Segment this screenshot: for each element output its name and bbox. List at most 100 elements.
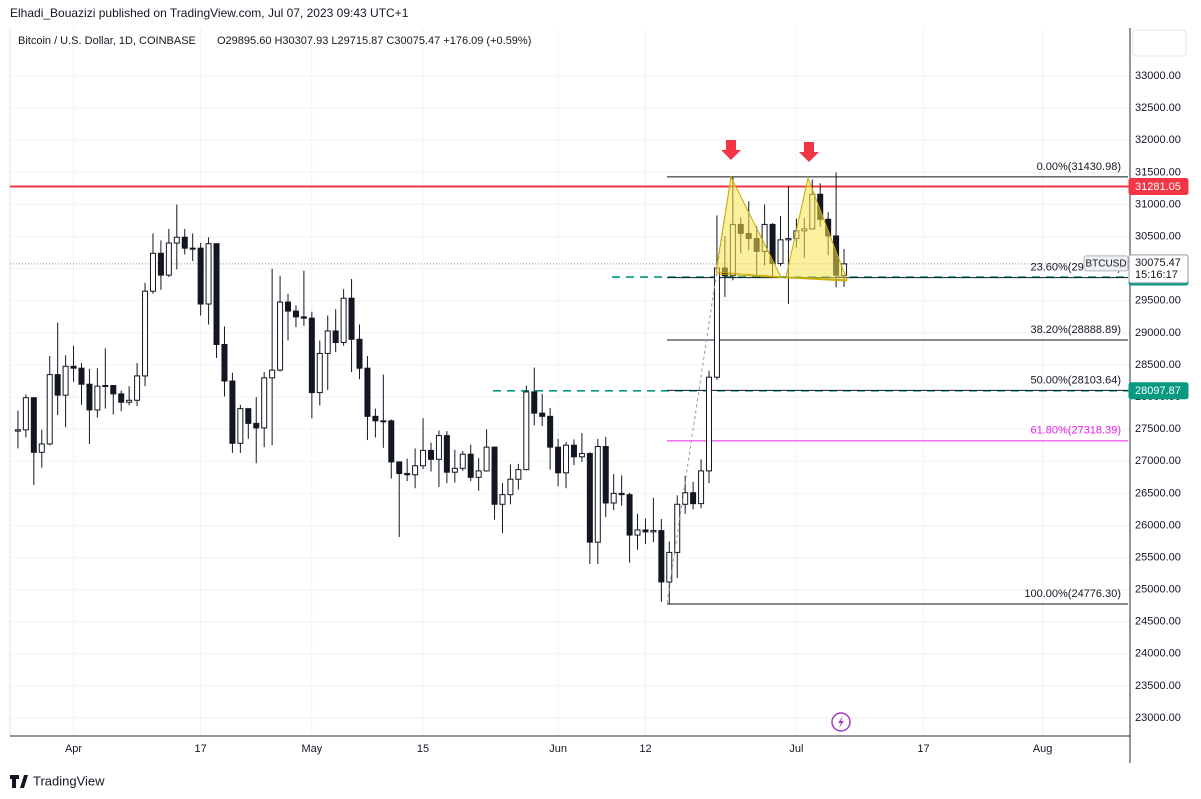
axis-button[interactable] [1132, 29, 1187, 57]
pattern-peak [715, 175, 782, 278]
candle-body [674, 503, 681, 553]
y-tick-label: 29500.00 [1135, 295, 1181, 307]
candle-body [324, 330, 331, 354]
fib-level-label: 50.00%(28103.64) [1030, 374, 1121, 386]
price-badge-label: 28097.87 [1135, 385, 1181, 397]
x-tick-label: 15 [417, 743, 429, 755]
candle-body [38, 443, 45, 453]
candle-body [157, 252, 164, 276]
candle-body [626, 494, 633, 536]
candle-body [285, 301, 292, 312]
candle-body [618, 492, 625, 496]
candle-body [94, 385, 101, 411]
candle-body [22, 397, 29, 431]
candle-body [54, 374, 61, 396]
candle-body [467, 453, 474, 478]
candle-body [443, 435, 450, 473]
candle-body [142, 290, 149, 377]
candle-body [388, 420, 395, 463]
candle-body [777, 239, 784, 265]
candle-body [642, 529, 649, 533]
candle-body [356, 338, 363, 369]
y-tick-label: 33000.00 [1135, 70, 1181, 82]
candle-body [205, 243, 212, 305]
candle-body [70, 365, 77, 369]
y-tick-label: 31000.00 [1135, 198, 1181, 210]
y-tick-label: 23000.00 [1135, 712, 1181, 724]
y-tick-label: 29000.00 [1135, 327, 1181, 339]
candle-body [110, 385, 117, 395]
candle-body [149, 252, 156, 292]
y-tick-label: 30500.00 [1135, 231, 1181, 243]
candle-body [245, 408, 252, 424]
candle-body [221, 343, 228, 382]
candle-body [420, 449, 427, 467]
y-tick-label: 23500.00 [1135, 680, 1181, 692]
price-badge [1128, 382, 1189, 400]
candle-body [396, 461, 403, 474]
y-tick-label: 25000.00 [1135, 584, 1181, 596]
symbol-tag [1083, 255, 1129, 272]
publisher: Elhadi_Bouazizi published on TradingView… [10, 6, 409, 20]
ohlc-readout: O29895.60 H30307.93 L29715.87 C30075.47 … [217, 35, 531, 47]
y-tick-label: 25500.00 [1135, 551, 1181, 563]
y-tick-label: 27500.00 [1135, 423, 1181, 435]
candle-body [650, 530, 657, 533]
candle-body [372, 415, 379, 422]
x-tick-label: Jun [549, 743, 567, 755]
candle-body [277, 301, 284, 371]
candle-body [189, 247, 196, 250]
candle-body [475, 470, 482, 478]
arrow-marker [799, 142, 819, 162]
candle-body [364, 367, 371, 417]
candle-body [412, 465, 419, 476]
candle-body [126, 399, 133, 403]
candle-body [531, 391, 538, 414]
candle-body [14, 429, 21, 432]
fib-level-label: 61.80%(27318.39) [1030, 425, 1121, 437]
brand-name: TradingView [33, 773, 105, 788]
brand-logo [10, 775, 28, 788]
candle-body [197, 247, 204, 305]
candle-body [451, 467, 458, 473]
candle-body [785, 238, 792, 241]
candle-body [666, 551, 673, 583]
candle-body [706, 376, 713, 472]
candle-body [261, 377, 268, 429]
candle-body [316, 352, 323, 394]
candle-body [698, 470, 705, 505]
pattern-drawing [666, 140, 848, 604]
candle-body [86, 383, 93, 411]
candle-body [491, 446, 498, 505]
arrow-marker [721, 140, 741, 160]
y-tick-label: 26000.00 [1135, 519, 1181, 531]
candle-body [213, 243, 220, 345]
x-tick-label: 17 [195, 743, 207, 755]
plot: 0.00%(31430.98)23.60%(29860.48)38.20%(28… [10, 161, 1130, 605]
x-tick-label: 12 [639, 743, 651, 755]
candle-body [340, 297, 347, 344]
candle-body [253, 422, 260, 429]
candle-body [563, 444, 570, 474]
chart-title: Bitcoin / U.S. Dollar, 1D, COINBASE [18, 35, 196, 47]
candle-body [237, 408, 244, 444]
countdown-label: 15:16:17 [1135, 269, 1178, 281]
y-tick-label: 31500.00 [1135, 166, 1181, 178]
candle-body [380, 420, 387, 423]
price-badge-label: 31281.05 [1135, 181, 1181, 193]
candle-body [658, 530, 665, 583]
candle-body [499, 494, 506, 505]
x-tick-label: Jul [789, 743, 803, 755]
x-tick-label: Aug [1033, 743, 1053, 755]
symbol-tag-label: BTCUSD [1085, 259, 1126, 270]
candle-body [435, 435, 442, 460]
y-tick-label: 28500.00 [1135, 359, 1181, 371]
y-tick-label: 24000.00 [1135, 648, 1181, 660]
x-tick-label: Apr [65, 743, 82, 755]
candle-body [594, 446, 601, 543]
candle-body [173, 236, 180, 244]
candle-body [348, 297, 355, 340]
fib-level-label: 0.00%(31430.98) [1037, 161, 1121, 173]
